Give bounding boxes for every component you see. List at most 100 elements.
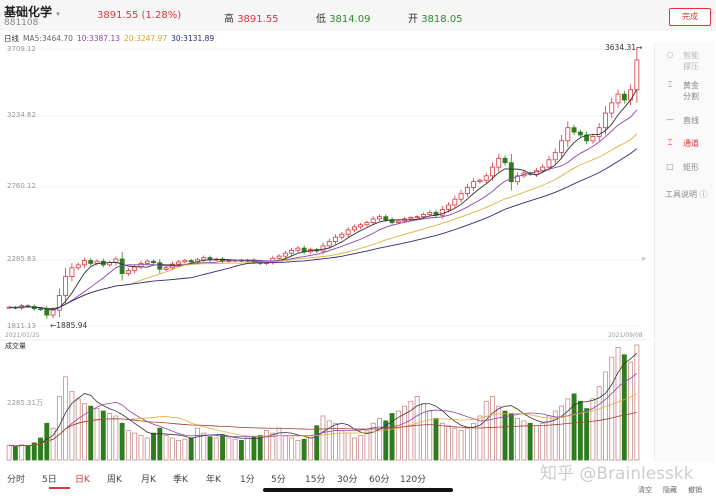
tab-6[interactable]: 年K	[206, 475, 221, 485]
watermark: 知乎 @Brainlesskk	[540, 464, 694, 484]
volume-bar	[94, 408, 100, 461]
drawing-tools-panel: ○ 智能 撑压 ⌶ 黄金 分割 — 直线 ⌶ 通道 □ 矩形 工具说明 ⓘ	[654, 42, 714, 462]
volume-bar	[546, 415, 552, 461]
volume-ma10-line	[9, 373, 638, 447]
volume-bar	[113, 415, 119, 461]
volume-ma5-line	[9, 353, 638, 447]
volume-bar	[38, 437, 43, 461]
stock-name[interactable]: 基础化学 ▾	[4, 5, 60, 19]
volume-bar	[50, 427, 56, 461]
volume-bar	[257, 435, 263, 461]
volume-bar	[132, 432, 138, 461]
clear-button[interactable]: 清空	[638, 486, 652, 494]
candle-body	[571, 127, 577, 133]
candle-body	[559, 140, 564, 153]
tab-1[interactable]: 5日	[42, 475, 57, 485]
volume-bar	[596, 386, 602, 461]
candle-body	[144, 260, 150, 264]
volume-bar	[207, 436, 213, 461]
volume-bar	[615, 347, 621, 461]
ma-legend: 日线 MA5:3464.70 10:3387.13 20:3247.97 30:3131…	[4, 34, 215, 43]
y-tick: 3234.62	[7, 111, 36, 119]
candle-body	[483, 175, 489, 181]
volume-bar	[540, 422, 546, 461]
tool-rect[interactable]: □ 矩形	[666, 162, 699, 172]
tool-golden-split[interactable]: ⌶ 黄金 分割	[665, 80, 699, 102]
volume-bar	[483, 400, 489, 461]
candle-body	[621, 93, 627, 101]
candle-body	[471, 181, 477, 188]
candle-body	[44, 308, 50, 316]
volume-bar	[107, 413, 113, 461]
volume-bar	[584, 408, 590, 461]
volume-bar	[295, 440, 301, 461]
candle-body	[377, 216, 382, 220]
candle-body	[383, 216, 389, 221]
volume-bar	[414, 395, 420, 461]
tool-help[interactable]: 工具说明 ⓘ	[665, 190, 708, 199]
tab-9[interactable]: 15分	[305, 475, 326, 485]
tab-3[interactable]: 周K	[107, 475, 122, 485]
high-quote: 高 3891.55	[224, 14, 279, 25]
tab-2[interactable]: 日K	[75, 475, 90, 485]
candle-body	[439, 209, 445, 216]
volume-bar	[188, 437, 194, 461]
candle-body	[56, 295, 62, 311]
expand-icon[interactable]: »	[641, 254, 646, 263]
channel-icon: ⌶	[667, 138, 673, 147]
candle-body	[351, 226, 357, 231]
low-quote: 低 3814.09	[316, 14, 371, 25]
volume-bar	[521, 420, 527, 461]
candle-body	[490, 166, 495, 177]
volume-bar	[82, 403, 87, 461]
volume-bar	[157, 427, 163, 461]
volume-bar	[245, 437, 251, 461]
volume-bar	[138, 435, 144, 461]
volume-bar	[527, 422, 533, 461]
ma30-line	[9, 148, 638, 310]
volume-bar	[251, 436, 257, 461]
undo-button[interactable]: 撤销	[688, 486, 702, 494]
y-tick: 1811.13	[7, 322, 36, 330]
volume-bar	[621, 354, 627, 461]
volume-bar	[169, 437, 175, 461]
candle-body	[50, 309, 56, 316]
volume-bar	[119, 422, 125, 461]
candle-body	[320, 245, 326, 252]
tab-0[interactable]: 分时	[7, 475, 26, 485]
candle-body	[188, 260, 194, 263]
hide-button[interactable]: 隐藏	[663, 486, 677, 494]
candle-body	[69, 267, 75, 277]
candle-body	[609, 102, 615, 114]
y-tick: 2285.63	[7, 255, 36, 263]
home-indicator	[263, 488, 453, 492]
tab-8[interactable]: 5分	[271, 475, 286, 485]
tab-11[interactable]: 60分	[369, 475, 390, 485]
candle-body	[577, 131, 583, 136]
volume-bar	[282, 435, 288, 461]
volume-bar	[402, 405, 408, 461]
tab-12[interactable]: 120分	[400, 475, 427, 485]
start-date: 2021/01/25	[5, 332, 40, 339]
active-tab-indicator	[49, 487, 70, 489]
tab-10[interactable]: 30分	[337, 475, 358, 485]
tab-4[interactable]: 月K	[141, 475, 156, 485]
volume-bar	[63, 376, 69, 461]
volume-bar	[628, 361, 634, 461]
tool-line[interactable]: — 直线	[666, 115, 699, 125]
volume-bar	[195, 427, 200, 461]
tab-7[interactable]: 1分	[240, 475, 255, 485]
done-button[interactable]: 完成	[669, 8, 711, 26]
candle-body	[82, 260, 87, 266]
candle-body	[38, 308, 43, 311]
candle-body	[596, 127, 602, 137]
candle-body	[88, 260, 94, 264]
volume-bar	[458, 430, 464, 461]
candle-body	[276, 255, 282, 259]
tab-5[interactable]: 季K	[173, 475, 188, 485]
tool-smart-support[interactable]: ○ 智能 撑压	[666, 50, 700, 71]
dropdown-icon[interactable]: ▾	[56, 10, 60, 18]
candle-body	[132, 266, 138, 272]
tool-channel[interactable]: ⌶ 通道	[665, 138, 699, 149]
